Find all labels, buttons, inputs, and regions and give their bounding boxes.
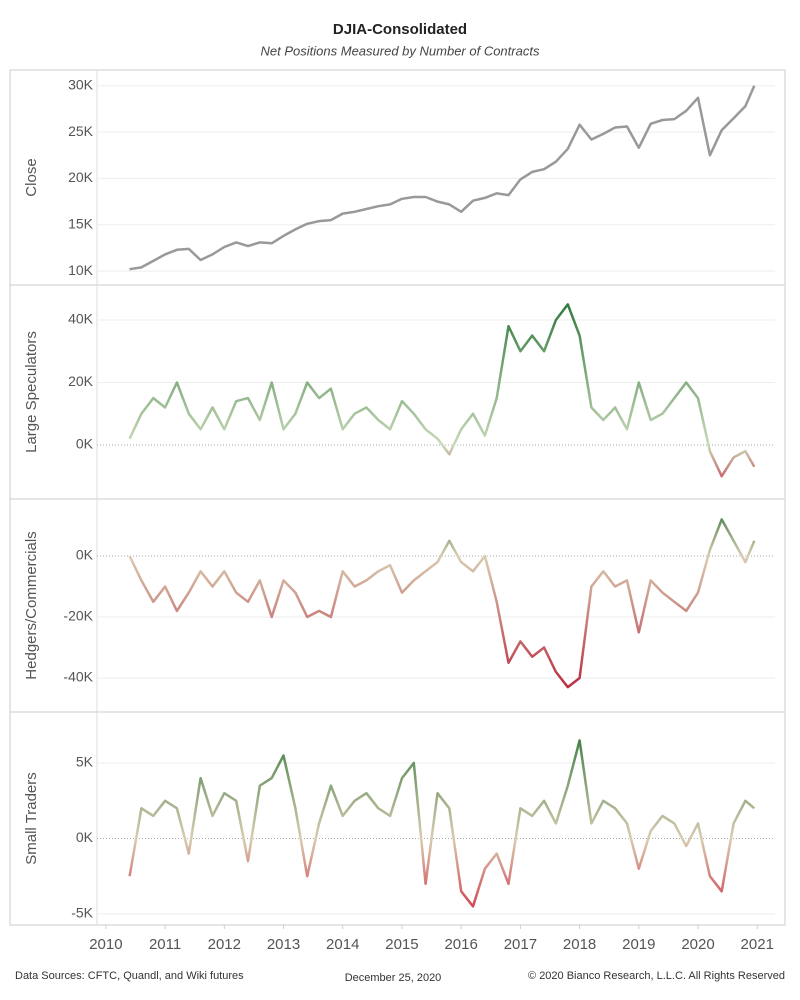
y-axis-title: Hedgers/Commercials <box>23 531 40 679</box>
y-tick-label: 0K <box>76 436 94 452</box>
y-tick-label: -40K <box>63 669 93 685</box>
y-axis-title: Small Traders <box>23 772 40 865</box>
y-tick-label: -20K <box>63 608 93 624</box>
x-tick-label: 2016 <box>444 936 477 953</box>
footer-date: December 25, 2020 <box>345 972 442 984</box>
footer-sources: Data Sources: CFTC, Quandl, and Wiki fut… <box>15 970 244 982</box>
x-tick-label: 2021 <box>741 936 774 953</box>
y-axis-title: Large Speculators <box>23 331 40 453</box>
y-tick-label: -5K <box>71 905 93 921</box>
y-tick-label: 20K <box>68 373 94 389</box>
x-tick-label: 2010 <box>89 936 122 953</box>
y-tick-label: 25K <box>68 123 94 139</box>
x-tick-label: 2012 <box>208 936 241 953</box>
series-line <box>128 303 756 478</box>
x-tick-label: 2013 <box>267 936 300 953</box>
chart-title: DJIA-Consolidated <box>333 21 467 38</box>
y-tick-label: 40K <box>68 311 94 327</box>
x-tick-label: 2014 <box>326 936 359 953</box>
series-line <box>128 739 756 908</box>
x-tick-label: 2020 <box>681 936 714 953</box>
footer-copyright: © 2020 Bianco Research, L.L.C. All Right… <box>528 970 785 982</box>
series-line <box>128 518 756 689</box>
y-tick-label: 15K <box>68 215 94 231</box>
y-tick-label: 0K <box>76 547 94 563</box>
x-tick-label: 2018 <box>563 936 596 953</box>
x-tick-label: 2011 <box>149 936 181 953</box>
x-tick-label: 2017 <box>504 936 537 953</box>
y-tick-label: 10K <box>68 262 94 278</box>
x-tick-label: 2019 <box>622 936 655 953</box>
plot-frame <box>9 69 786 926</box>
chart-subtitle: Net Positions Measured by Number of Cont… <box>261 43 540 58</box>
y-tick-label: 30K <box>68 76 94 92</box>
x-tick-label: 2015 <box>385 936 418 953</box>
y-tick-label: 5K <box>76 754 94 770</box>
series-line <box>129 85 756 271</box>
y-axis-title: Close <box>23 158 40 196</box>
y-tick-label: 0K <box>76 829 94 845</box>
y-tick-label: 20K <box>68 169 94 185</box>
